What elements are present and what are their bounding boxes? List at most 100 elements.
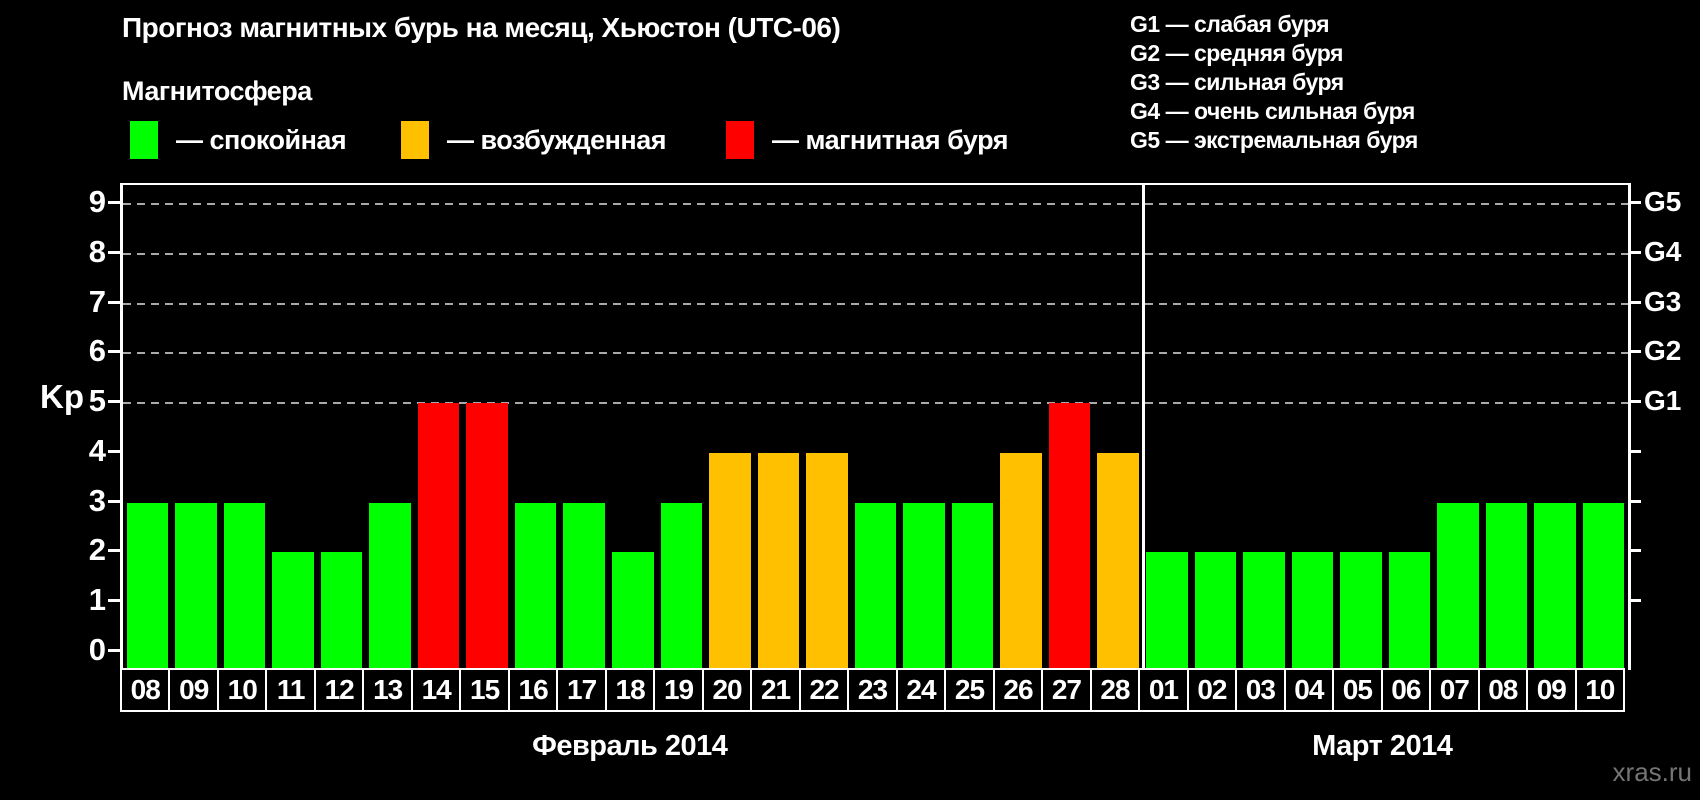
legend-item-quiet: — спокойная	[130, 120, 347, 160]
bar	[1243, 552, 1285, 670]
y-axis-tick	[108, 449, 121, 453]
g-axis-label: G4	[1644, 235, 1682, 267]
bar	[1388, 552, 1431, 670]
bar	[1194, 552, 1237, 670]
g-axis-tick	[1628, 300, 1641, 304]
g-legend-line: G1 — слабая буря	[1130, 11, 1330, 37]
legend-item-storm: — магнитная буря	[726, 120, 1008, 160]
bar	[1437, 502, 1479, 670]
month-separator-line	[1141, 185, 1145, 670]
date-label: 19	[653, 668, 704, 712]
gridline	[123, 252, 1628, 255]
date-label: 24	[895, 668, 947, 712]
date-label: 05	[1332, 668, 1383, 712]
legend-item-label: — спокойная	[176, 124, 347, 155]
g-axis-tick	[1628, 350, 1641, 354]
date-label: 02	[1186, 668, 1238, 712]
bar	[1000, 452, 1042, 670]
bar	[514, 502, 557, 670]
date-label: 01	[1138, 668, 1189, 712]
y-axis-tick	[108, 250, 121, 254]
gridline	[123, 402, 1628, 405]
legend-item-label: — магнитная буря	[772, 124, 1008, 155]
y-axis-tick-label: 6	[88, 333, 106, 369]
bar	[1340, 552, 1382, 670]
bar	[223, 502, 266, 670]
g-axis-tick	[1628, 400, 1641, 404]
date-label: 06	[1380, 668, 1432, 712]
g-legend-line: G2 — средняя буря	[1130, 40, 1343, 66]
bar	[709, 452, 751, 670]
bar	[272, 552, 314, 670]
date-label: 14	[410, 668, 462, 712]
y-axis-tick	[108, 350, 121, 354]
g-axis-tick	[1628, 449, 1641, 453]
date-label: 15	[459, 668, 510, 712]
bar	[1291, 552, 1334, 670]
g-axis-label: G5	[1644, 185, 1682, 217]
legend-item-label: — возбужденная	[447, 124, 666, 155]
g-axis-tick	[1628, 200, 1641, 204]
y-axis-tick-label: 0	[88, 632, 106, 667]
g-axis-tick	[1628, 549, 1641, 553]
bar	[903, 502, 945, 670]
bar	[611, 552, 654, 670]
bar	[466, 403, 508, 670]
g-axis-tick	[1628, 599, 1641, 603]
date-label: 26	[992, 668, 1044, 712]
date-label: 13	[362, 668, 413, 712]
watermark: xras.ru	[1612, 757, 1692, 787]
month-label-march: Март 2014	[1312, 729, 1453, 762]
bar	[1485, 502, 1528, 670]
g-axis-label: G1	[1644, 385, 1682, 417]
date-label: 22	[798, 668, 850, 712]
bar	[660, 502, 703, 670]
gridline	[123, 302, 1628, 305]
quiet-color-swatch	[130, 121, 158, 159]
date-label: 08	[120, 668, 171, 712]
bar	[320, 552, 363, 670]
date-axis: 08 09 10 11 12 13 14 15 16 17 18 19 20 21 22 23 24 25 26 27…	[120, 668, 1626, 712]
date-label: 28	[1089, 668, 1141, 712]
page-title: Прогноз магнитных бурь на месяц, Хьюстон…	[122, 12, 841, 43]
date-label: 25	[944, 668, 995, 712]
g-axis-label: G3	[1644, 285, 1682, 317]
bar	[126, 502, 169, 670]
bar	[1097, 452, 1139, 670]
month-labels: Февраль 2014 Март 2014	[120, 718, 1625, 774]
gridline	[123, 202, 1628, 205]
date-label: 11	[265, 668, 316, 712]
g-legend-line: G5 — экстремальная буря	[1130, 127, 1418, 153]
date-label: 20	[701, 668, 753, 712]
bar	[417, 403, 460, 670]
month-label-february: Февраль 2014	[532, 729, 728, 762]
y-axis-tick-label: 3	[88, 482, 106, 518]
bar	[951, 502, 994, 670]
y-axis-tick-label: 8	[88, 233, 106, 269]
date-label: 09	[1526, 668, 1577, 712]
date-label: 16	[507, 668, 559, 712]
g-scale-legend: G1 — слабая буря G2 — средняя буря G3 — …	[1130, 10, 1418, 155]
date-label: 03	[1235, 668, 1286, 712]
g-axis-label: G2	[1644, 335, 1682, 367]
y-axis-tick-label: 4	[88, 432, 106, 468]
date-label: 23	[847, 668, 898, 712]
bar	[175, 502, 217, 670]
g-axis-tick	[1628, 499, 1641, 503]
date-label: 07	[1429, 668, 1480, 712]
y-axis-tick-label: 1	[88, 582, 106, 618]
gridline	[123, 352, 1628, 355]
y-axis-tick	[108, 499, 121, 503]
date-label: 18	[604, 668, 656, 712]
bar	[854, 502, 897, 670]
y-axis-title: Kp	[40, 378, 84, 415]
date-label: 10	[216, 668, 268, 712]
y-axis-tick	[108, 200, 121, 204]
g-legend-line: G3 — сильная буря	[1130, 69, 1344, 95]
plot-area	[120, 183, 1631, 670]
date-label: 27	[1041, 668, 1092, 712]
magnetosphere-legend-title: Магнитосфера	[122, 76, 312, 106]
bar	[563, 502, 605, 670]
bar	[1582, 502, 1625, 670]
y-axis-tick	[108, 549, 121, 553]
